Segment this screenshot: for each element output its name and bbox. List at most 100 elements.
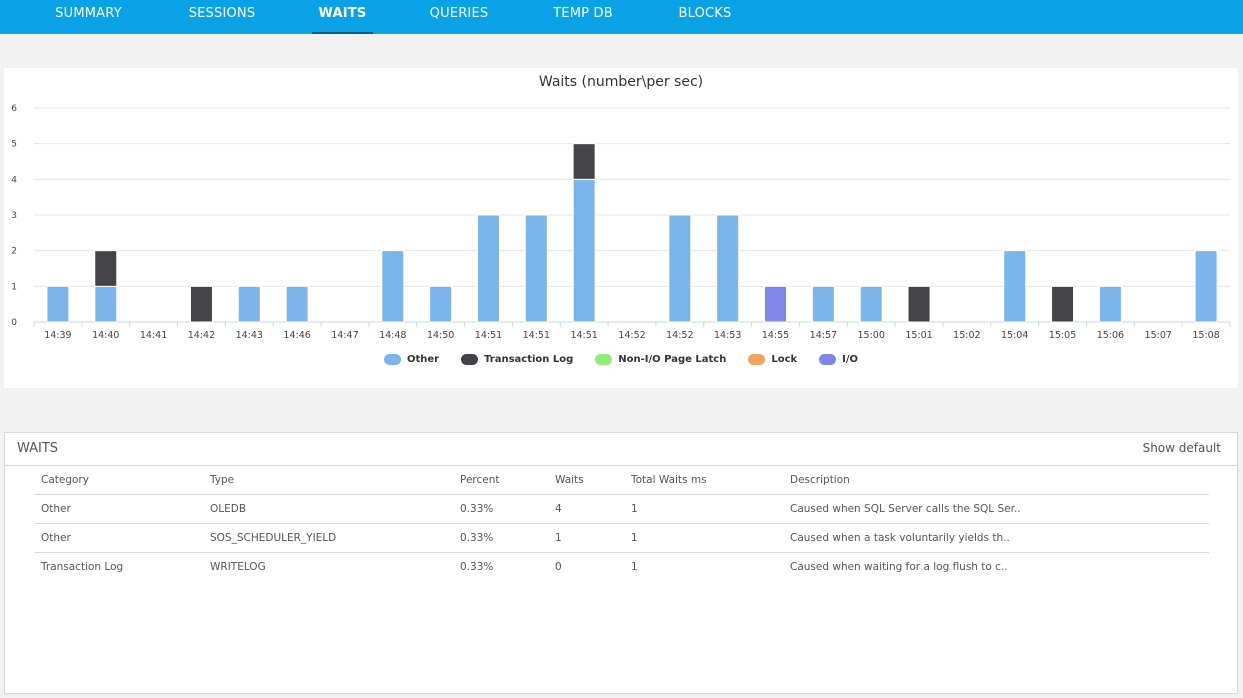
bar-other [716,214,740,323]
column-header-category[interactable]: Category [35,466,204,495]
chart-legend: Other Transaction Log Non-I/O Page Latch… [4,354,1238,365]
x-tick-label: 14:57 [810,330,837,341]
table-row[interactable]: Transaction Log WRITELOG 0.33% 0 1 Cause… [35,553,1209,582]
table-row[interactable]: Other SOS_SCHEDULER_YIELD 0.33% 1 1 Caus… [35,523,1209,553]
cell-total-waits-ms: 1 [625,494,784,524]
legend-swatch-other [383,354,401,365]
waits-chart: 0 1 2 3 4 5 6 14:39 14:40 14:41 14:42 14:43 14:46 14:… [11,104,1231,341]
y-tick-label: 3 [11,211,17,221]
y-tick-label: 6 [11,104,17,114]
bar-other [94,285,118,323]
x-tick-label: 14:43 [236,330,263,341]
bar-other [1003,250,1027,323]
legend-item-transaction-log[interactable]: Transaction Log [461,354,573,365]
y-tick-label: 4 [11,175,17,185]
legend-label-lock: Lock [771,354,798,365]
bar-other [285,285,309,323]
bar-other [46,285,70,323]
x-tick-label: 14:47 [331,330,358,341]
tab-temp-db[interactable]: TEMP DB [553,6,613,21]
bar-other [1098,285,1122,323]
cell-type: SOS_SCHEDULER_YIELD [204,523,454,553]
tab-waits-label: WAITS [318,6,367,21]
column-header-description[interactable]: Description [784,466,1209,495]
tab-waits[interactable]: WAITS [312,0,373,34]
cell-description: Caused when waiting for a log flush to c… [790,561,1008,573]
table-row[interactable]: Other OLEDB 0.33% 4 1 Caused when SQL Se… [35,494,1209,524]
bar-other [572,178,596,323]
x-tick-label: 15:05 [1049,330,1076,341]
x-tick-label: 14:41 [140,330,167,341]
legend-label-transaction-log: Transaction Log [484,354,574,365]
cell-type: WRITELOG [210,561,266,573]
bar-transaction-log [1051,285,1075,323]
x-tick-label: 15:08 [1192,330,1219,341]
bar-transaction-log [572,143,596,180]
y-tick-label: 2 [11,247,17,257]
legend-item-lock[interactable]: Lock [748,354,797,365]
x-tick-label: 15:06 [1097,330,1124,341]
tab-summary[interactable]: SUMMARY [55,6,122,21]
x-tick-label: 15:01 [905,330,932,341]
cell-waits: 4 [549,494,625,524]
cell-percent: 0.33% [460,561,494,573]
bar-i-o [764,285,788,323]
legend-item-non-io-page-latch[interactable]: Non-I/O Page Latch [595,354,726,365]
tab-queries[interactable]: QUERIES [429,6,489,21]
legend-label-other: Other [406,354,440,365]
bar-other [381,250,405,323]
cell-percent: 0.33% [454,523,549,553]
top-nav: SUMMARY SESSIONS WAITS QUERIES TEMP DB B… [0,0,1243,34]
column-header-total-waits-ms[interactable]: Total Waits ms [625,466,784,495]
x-tick-label: 14:51 [570,330,597,341]
bar-other [429,285,453,323]
y-tick-label: 1 [11,282,17,292]
cell-waits: 0 [555,561,562,573]
cell-waits: 1 [549,523,625,553]
cell-total-waits-ms: 1 [625,523,784,553]
x-tick-label: 15:02 [953,330,980,341]
column-header-type[interactable]: Type [204,466,454,495]
bar-other [237,285,261,323]
y-tick-label: 5 [11,140,17,150]
tab-sessions[interactable]: SESSIONS [188,6,256,21]
waits-chart-panel: 0 1 2 3 4 5 6 14:39 14:40 14:41 14:42 14:43 14:46 14:… [4,68,1238,388]
cell-category: Transaction Log [41,561,124,573]
legend-label-non-io-page-latch: Non-I/O Page Latch [618,354,727,365]
legend-label-io: I/O [842,354,859,365]
x-tick-label: 14:52 [666,330,693,341]
cell-percent: 0.33% [454,494,549,524]
bar-other [476,214,500,323]
x-tick-label: 14:52 [618,330,645,341]
x-tick-label: 14:51 [523,330,550,341]
y-tick-label: 0 [11,318,17,328]
waits-table: Category Type Percent Waits Total Waits … [35,466,1209,581]
x-tick-label: 14:40 [92,330,119,341]
waits-table-panel: WAITS Show default Category Type Percent… [4,432,1238,694]
bar-other [859,285,883,323]
x-tick-label: 15:00 [858,330,885,341]
x-tick-label: 14:48 [379,330,406,341]
bar-other [668,214,692,323]
bar-other [811,285,835,323]
cell-category: Other [35,494,204,524]
cell-total-waits-ms: 1 [631,561,638,573]
cell-description: Caused when SQL Server calls the SQL Ser… [784,494,1209,524]
x-tick-label: 14:53 [714,330,741,341]
show-default-link[interactable]: Show default [1142,441,1221,455]
tab-blocks[interactable]: BLOCKS [678,6,732,21]
cell-category: Other [35,523,204,553]
legend-item-other[interactable]: Other [383,354,440,365]
legend-item-io[interactable]: I/O [819,354,858,365]
column-header-percent[interactable]: Percent [454,466,549,495]
bar-other [1194,250,1218,323]
x-tick-label: 14:55 [762,330,789,341]
column-header-waits[interactable]: Waits [549,466,625,495]
bar-transaction-log [189,285,213,323]
table-header-row: Category Type Percent Waits Total Waits … [35,466,1209,495]
waits-panel-header: WAITS Show default [5,433,1237,466]
x-tick-label: 14:50 [427,330,454,341]
legend-swatch-transaction-log [461,354,479,365]
bar-other [524,214,548,323]
waits-panel-title: WAITS [17,441,59,456]
